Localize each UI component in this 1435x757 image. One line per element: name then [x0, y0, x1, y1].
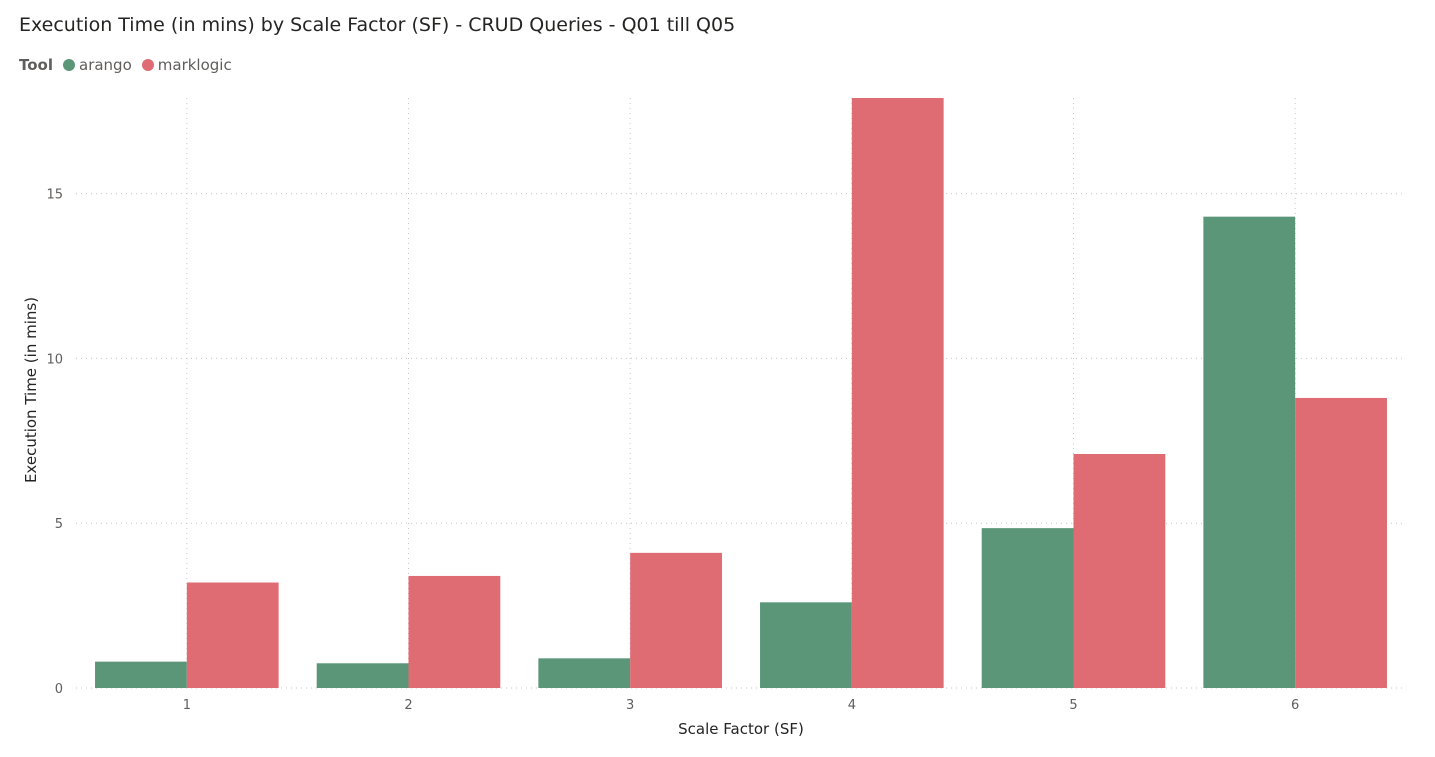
x-axis-label: Scale Factor (SF) [678, 720, 804, 738]
y-tick-label: 15 [46, 188, 63, 203]
legend-swatch-marklogic [141, 59, 154, 71]
bar-marklogic-sf1[interactable] [186, 582, 279, 688]
bars [95, 98, 1387, 688]
x-axis-ticks: 1 2 3 4 5 6 [183, 698, 1300, 713]
bar-marklogic-sf2[interactable] [408, 575, 501, 688]
bar-arango-sf2[interactable] [316, 663, 409, 688]
y-tick-label: 5 [55, 517, 63, 532]
y-axis-ticks: 0 5 10 15 [46, 188, 63, 697]
legend-label-marklogic: marklogic [157, 56, 232, 74]
x-tick-label: 3 [626, 698, 634, 713]
bar-marklogic-sf5[interactable] [1073, 453, 1166, 688]
legend-title: Tool [19, 56, 53, 74]
legend-label-arango: arango [79, 56, 132, 74]
x-tick-label: 2 [404, 698, 412, 713]
x-tick-label: 6 [1291, 698, 1299, 713]
bar-marklogic-sf3[interactable] [630, 552, 722, 688]
bar-arango-sf3[interactable] [538, 658, 631, 688]
bar-arango-sf5[interactable] [981, 528, 1074, 688]
legend: Tool arango marklogic [19, 56, 242, 74]
bar-arango-sf1[interactable] [95, 661, 187, 688]
x-tick-label: 1 [183, 698, 191, 713]
chart-title: Execution Time (in mins) by Scale Factor… [19, 14, 736, 36]
y-axis-label: Execution Time (in mins) [22, 297, 40, 483]
y-tick-label: 10 [46, 352, 63, 367]
legend-item-arango[interactable]: arango [63, 56, 132, 74]
bar-marklogic-sf6[interactable] [1295, 397, 1387, 688]
legend-swatch-arango [63, 59, 75, 71]
bar-arango-sf4[interactable] [760, 602, 852, 688]
x-tick-label: 4 [848, 698, 856, 713]
legend-item-marklogic[interactable]: marklogic [141, 56, 232, 74]
x-tick-label: 5 [1069, 698, 1077, 713]
y-tick-label: 0 [55, 682, 63, 697]
bar-marklogic-sf4[interactable] [851, 98, 944, 688]
bar-arango-sf6[interactable] [1203, 216, 1296, 688]
